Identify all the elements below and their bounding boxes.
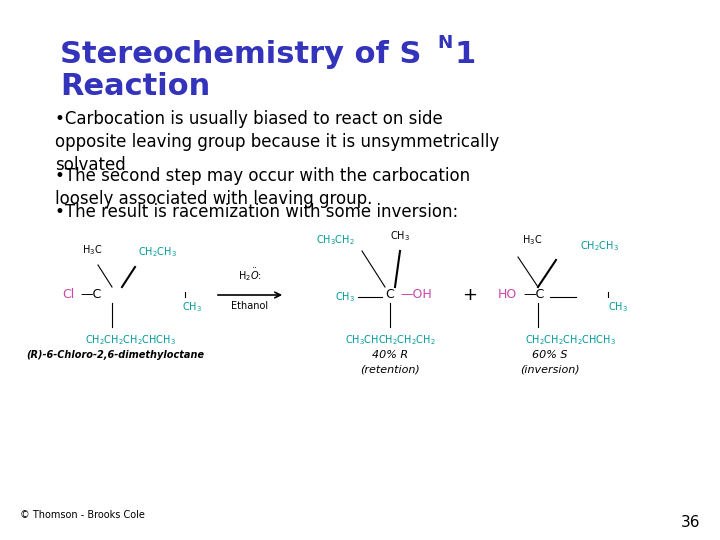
Text: —OH: —OH bbox=[400, 288, 432, 301]
Text: 40% R
(retention): 40% R (retention) bbox=[360, 350, 420, 374]
Text: H$_2\ddot{O}$:: H$_2\ddot{O}$: bbox=[238, 266, 262, 283]
Text: •Carbocation is usually biased to react on side
opposite leaving group because i: •Carbocation is usually biased to react … bbox=[55, 110, 499, 174]
Text: 1: 1 bbox=[454, 40, 475, 69]
Text: Stereochemistry of S: Stereochemistry of S bbox=[60, 40, 421, 69]
Text: © Thomson - Brooks Cole: © Thomson - Brooks Cole bbox=[20, 510, 145, 520]
Text: —C: —C bbox=[523, 288, 544, 301]
Text: CH$_3$: CH$_3$ bbox=[390, 229, 410, 243]
Text: HO: HO bbox=[498, 288, 517, 301]
Text: (R)-6-Chloro-2,6-dimethyloctane: (R)-6-Chloro-2,6-dimethyloctane bbox=[26, 350, 204, 360]
Text: 36: 36 bbox=[680, 515, 700, 530]
Text: CH$_3$: CH$_3$ bbox=[335, 290, 355, 304]
Text: Ethanol: Ethanol bbox=[231, 301, 269, 311]
Text: •The second step may occur with the carbocation
loosely associated with leaving : •The second step may occur with the carb… bbox=[55, 167, 470, 208]
Text: CH$_3$CH$_2$: CH$_3$CH$_2$ bbox=[316, 233, 355, 247]
Text: Reaction: Reaction bbox=[60, 72, 210, 101]
Text: H$_3$C: H$_3$C bbox=[522, 233, 542, 247]
Text: CH$_2$CH$_2$CH$_2$CHCH$_3$: CH$_2$CH$_2$CH$_2$CHCH$_3$ bbox=[84, 333, 176, 347]
Text: CH$_2$CH$_2$CH$_2$CHCH$_3$: CH$_2$CH$_2$CH$_2$CHCH$_3$ bbox=[525, 333, 616, 347]
Text: •The result is racemization with some inversion:: •The result is racemization with some in… bbox=[55, 203, 458, 221]
Text: 60% S
(inversion): 60% S (inversion) bbox=[520, 350, 580, 374]
Text: N: N bbox=[437, 34, 452, 52]
Text: CH$_3$: CH$_3$ bbox=[608, 300, 628, 314]
Text: C: C bbox=[386, 288, 395, 301]
Text: +: + bbox=[462, 286, 477, 304]
Text: CH$_3$: CH$_3$ bbox=[182, 300, 202, 314]
Text: CH$_2$CH$_3$: CH$_2$CH$_3$ bbox=[580, 239, 619, 253]
Text: Cl: Cl bbox=[62, 288, 74, 301]
Text: CH$_3$CHCH$_2$CH$_2$CH$_2$: CH$_3$CHCH$_2$CH$_2$CH$_2$ bbox=[345, 333, 436, 347]
Text: H$_3$C: H$_3$C bbox=[81, 243, 102, 257]
Text: CH$_2$CH$_3$: CH$_2$CH$_3$ bbox=[138, 245, 177, 259]
Text: —C: —C bbox=[80, 288, 102, 301]
